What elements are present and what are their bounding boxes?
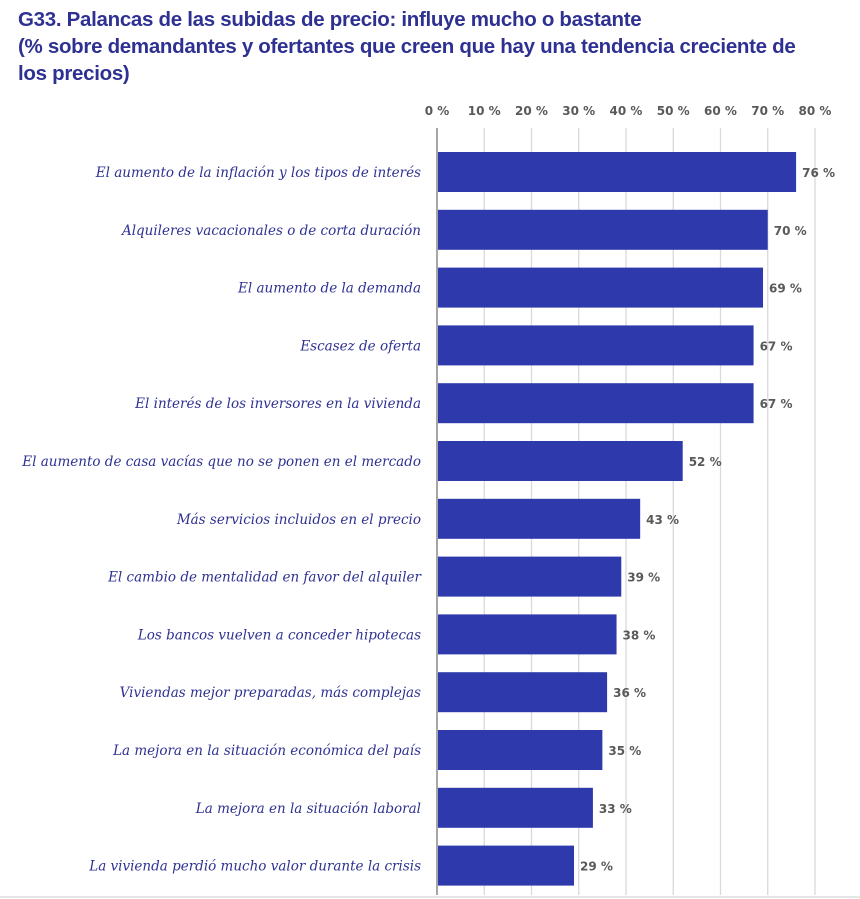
x-tick-label: 30 % bbox=[562, 104, 595, 118]
bar bbox=[438, 267, 764, 308]
bar bbox=[438, 730, 603, 770]
x-tick-label: 10 % bbox=[468, 104, 501, 118]
value-label: 76 % bbox=[802, 166, 835, 180]
category-label: El interés de los inversores en la vivie… bbox=[134, 396, 421, 412]
value-label: 43 % bbox=[646, 513, 679, 527]
bar bbox=[438, 441, 683, 481]
value-label: 36 % bbox=[613, 686, 646, 700]
chart-title: G33. Palancas de las subidas de precio: … bbox=[18, 8, 642, 31]
value-label: 33 % bbox=[599, 802, 632, 816]
category-label: La mejora en la situación económica del … bbox=[112, 743, 421, 759]
category-label: Escasez de oferta bbox=[299, 338, 421, 354]
category-label: Alquileres vacacionales o de corta durac… bbox=[120, 223, 421, 239]
bars bbox=[438, 152, 797, 886]
value-label: 52 % bbox=[689, 455, 722, 469]
value-label: 35 % bbox=[608, 744, 641, 758]
bar bbox=[438, 672, 608, 713]
bar bbox=[438, 383, 754, 424]
bar bbox=[438, 209, 768, 250]
x-tick-label: 70 % bbox=[751, 104, 784, 118]
value-label: 67 % bbox=[760, 339, 793, 353]
bar bbox=[438, 325, 754, 366]
category-label: Los bancos vuelven a conceder hipotecas bbox=[137, 627, 421, 643]
bar bbox=[438, 787, 593, 828]
chart-subtitle-line-1: (% sobre demandantes y ofertantes que cr… bbox=[18, 35, 796, 58]
x-tick-label: 50 % bbox=[657, 104, 690, 118]
chart-title-block: G33. Palancas de las subidas de precio: … bbox=[18, 6, 848, 87]
bar bbox=[438, 556, 622, 597]
category-label: El cambio de mentalidad en favor del alq… bbox=[107, 570, 422, 586]
bar bbox=[438, 614, 617, 655]
category-label: Viviendas mejor preparadas, más compleja… bbox=[120, 685, 421, 701]
x-tick-label: 0 % bbox=[425, 104, 450, 118]
bar bbox=[438, 498, 641, 539]
value-label: 69 % bbox=[769, 282, 802, 296]
x-axis-ticks: 0 % 10 % 20 % 30 % 40 % 50 % 60 % 70 % 80 % bbox=[425, 104, 832, 118]
x-tick-label: 20 % bbox=[515, 104, 548, 118]
category-label: El aumento de la inflación y los tipos d… bbox=[95, 165, 421, 181]
category-label: El aumento de casa vacías que no se pone… bbox=[21, 454, 421, 470]
value-label: 70 % bbox=[774, 224, 807, 238]
bar bbox=[438, 152, 797, 192]
category-labels: El aumento de la inflación y los tipos d… bbox=[21, 165, 422, 875]
x-tick-label: 60 % bbox=[704, 104, 737, 118]
category-label: El aumento de la demanda bbox=[237, 281, 421, 297]
value-label: 39 % bbox=[627, 571, 660, 585]
bar bbox=[438, 845, 575, 886]
category-label: Más servicios incluidos en el precio bbox=[176, 512, 421, 528]
x-tick-label: 40 % bbox=[610, 104, 643, 118]
value-label: 67 % bbox=[760, 397, 793, 411]
value-label: 38 % bbox=[623, 628, 656, 642]
chart-subtitle-line-2: los precios) bbox=[18, 62, 130, 85]
category-label: La mejora en la situación laboral bbox=[195, 801, 421, 817]
value-label: 29 % bbox=[580, 860, 613, 874]
category-label: La vivienda perdió mucho valor durante l… bbox=[88, 859, 421, 875]
value-labels: 76 % 70 % 69 % 67 % 67 % 52 % 43 % 39 % 38 % 36 %… bbox=[580, 166, 835, 874]
x-tick-label: 80 % bbox=[799, 104, 832, 118]
